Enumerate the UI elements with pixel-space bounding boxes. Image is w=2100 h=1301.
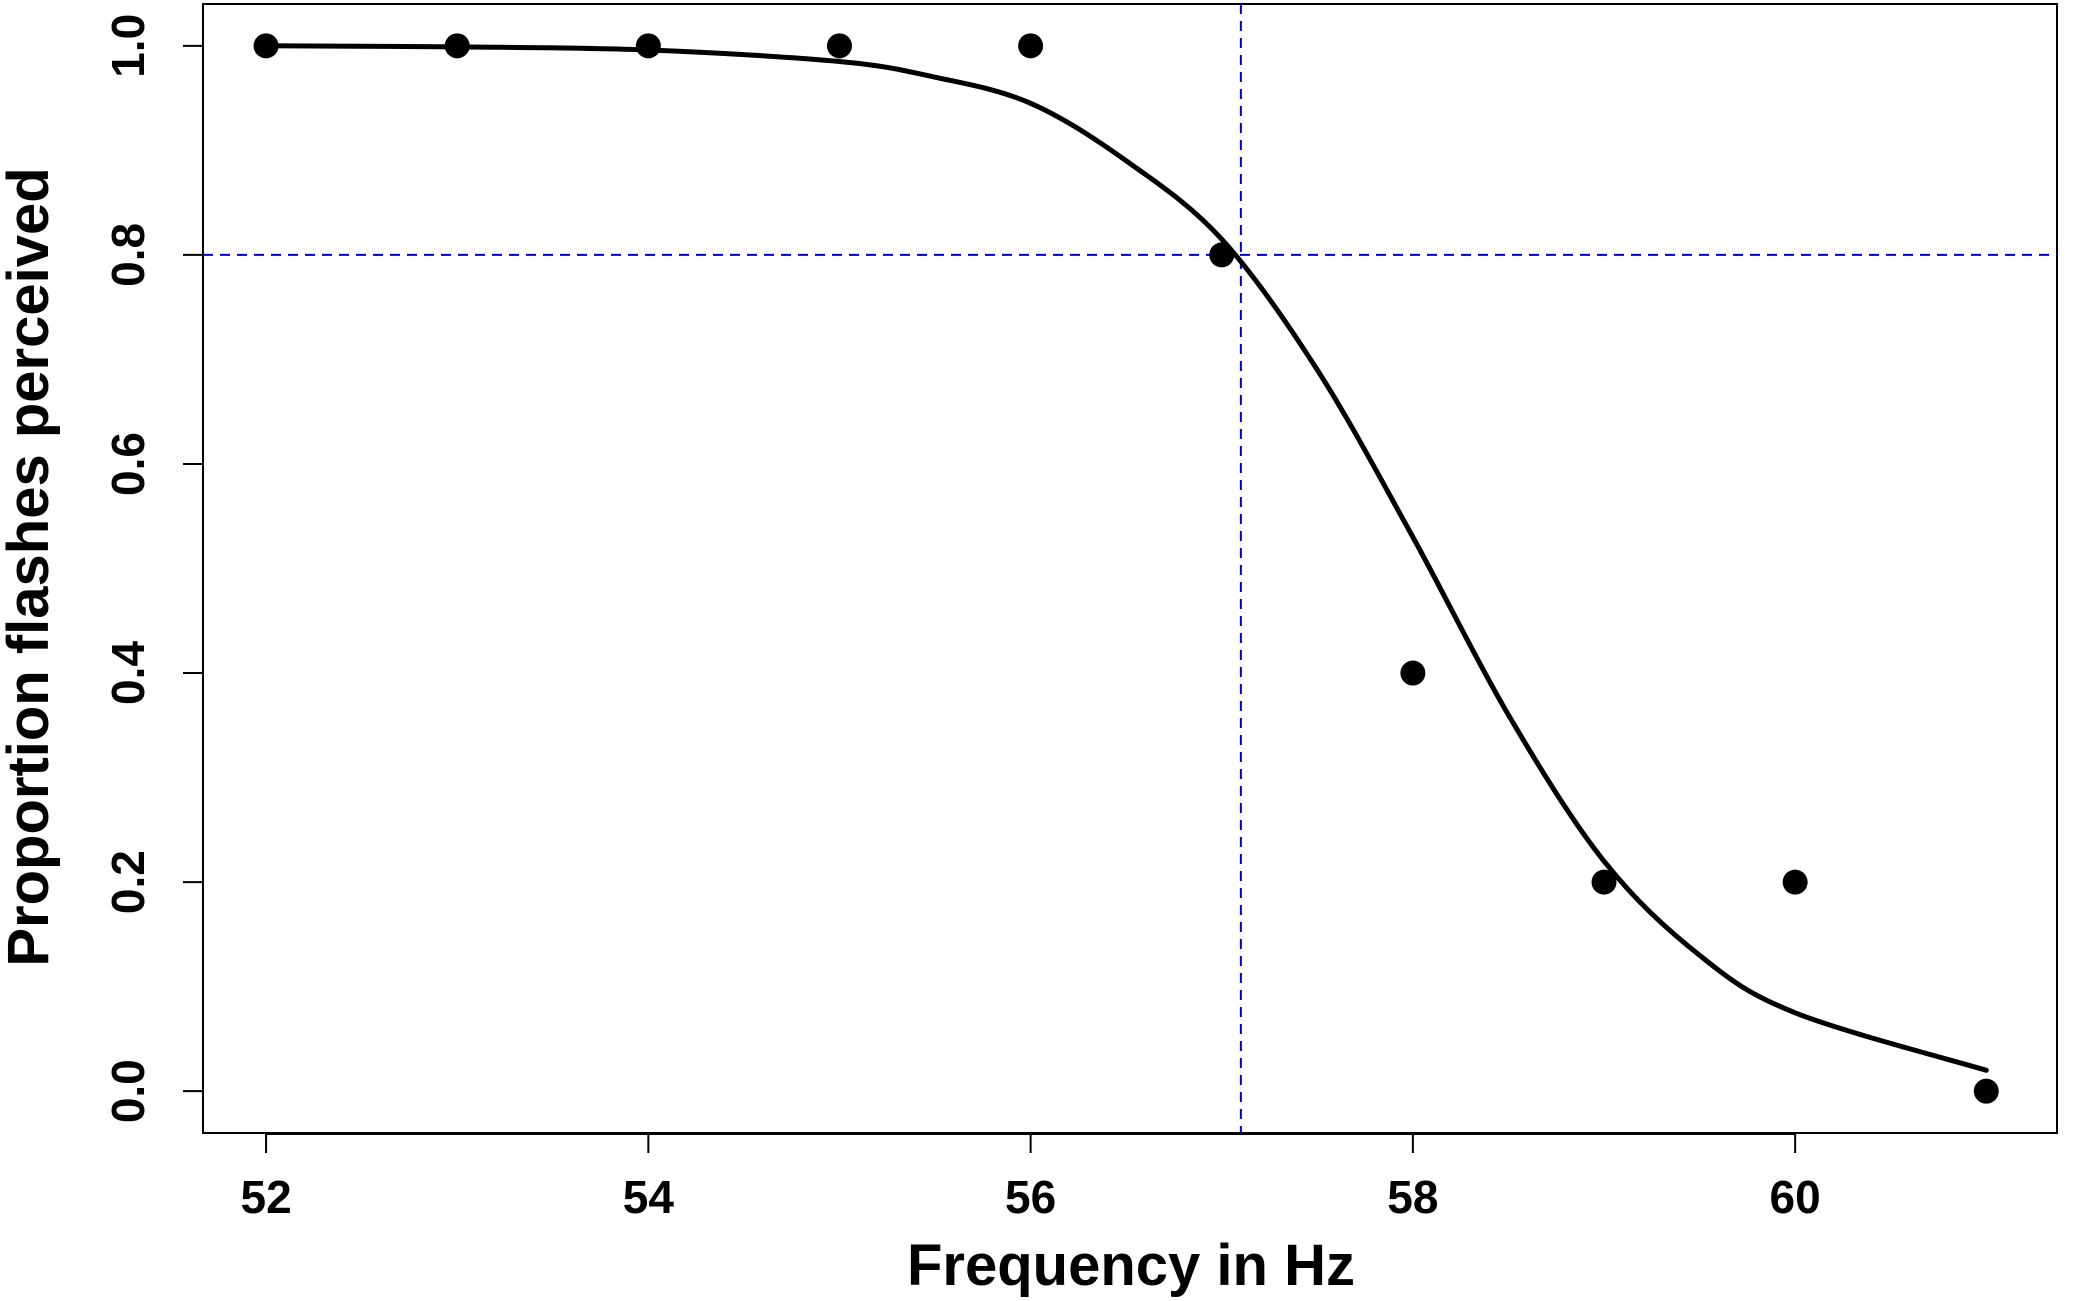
- x-tick-label: 58: [1387, 1171, 1438, 1223]
- x-tick-label: 52: [240, 1171, 291, 1223]
- x-axis-title: Frequency in Hz: [907, 1233, 1355, 1298]
- x-tick-label: 60: [1770, 1171, 1821, 1223]
- y-axis-title: Proportion flashes perceived: [0, 167, 61, 966]
- y-tick-label: 0.6: [102, 432, 154, 496]
- data-point: [826, 33, 852, 59]
- x-axis: 52 54 56 58 60: [240, 1133, 1821, 1223]
- data-points-layer: [253, 33, 1999, 1104]
- data-point: [1782, 869, 1808, 895]
- plot-frame: [202, 3, 2058, 1134]
- data-point: [635, 33, 661, 59]
- y-tick-label: 0.2: [102, 850, 154, 914]
- data-point: [1591, 869, 1617, 895]
- y-tick-label: 0.0: [102, 1059, 154, 1123]
- data-point: [1973, 1078, 1999, 1104]
- reference-lines: [203, 4, 2057, 1133]
- plot-frame-layer: [202, 3, 2058, 1134]
- y-tick-label: 0.4: [102, 641, 154, 705]
- y-axis: 0.0 0.2 0.4 0.6 0.8 1.0: [102, 14, 203, 1123]
- x-tick-label: 56: [1005, 1171, 1056, 1223]
- data-point: [1400, 660, 1426, 686]
- data-point: [444, 33, 470, 59]
- fitted-curve-layer: [263, 43, 1989, 1073]
- y-tick-label: 1.0: [102, 14, 154, 78]
- fitted-curve: [263, 43, 1989, 1073]
- y-tick-label: 0.8: [102, 223, 154, 287]
- data-point: [1018, 33, 1044, 59]
- data-point: [253, 33, 279, 59]
- data-point: [1209, 242, 1235, 268]
- x-tick-label: 54: [623, 1171, 675, 1223]
